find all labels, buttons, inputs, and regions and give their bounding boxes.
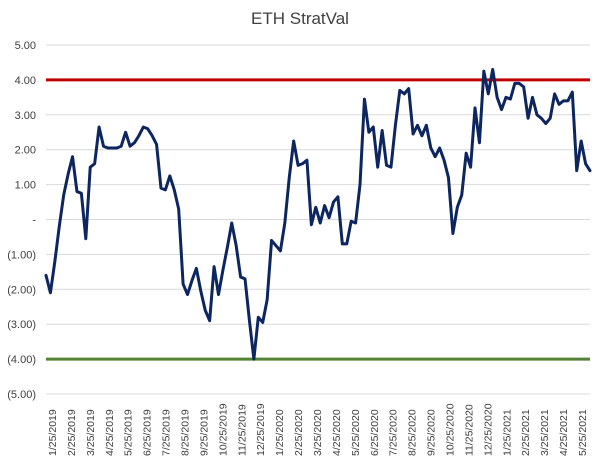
series-line bbox=[44, 67, 592, 361]
x-tick-label: 2/25/2019 bbox=[66, 409, 78, 456]
x-tick-label: 10/25/2020 bbox=[445, 403, 457, 456]
x-tick-label: 2/25/2021 bbox=[520, 409, 532, 456]
x-tick-label: 1/25/2020 bbox=[274, 409, 286, 456]
x-tick-label: 4/25/2020 bbox=[331, 409, 343, 456]
y-tick-label: 3.00 bbox=[15, 110, 36, 122]
x-tick-label: 3/25/2020 bbox=[312, 409, 324, 456]
y-tick-label: 5.00 bbox=[15, 40, 36, 52]
x-tick-label: 12/25/2019 bbox=[255, 403, 267, 456]
x-tick-label: 9/25/2019 bbox=[198, 409, 210, 456]
x-tick-label: 11/25/2020 bbox=[463, 404, 475, 456]
x-tick-label: 12/25/2020 bbox=[482, 403, 494, 456]
y-tick-label: (5.00) bbox=[7, 389, 36, 401]
reference-lines bbox=[46, 78, 590, 361]
y-tick-label: (2.00) bbox=[7, 284, 36, 296]
x-tick-label: 2/25/2020 bbox=[293, 409, 305, 456]
y-tick-label: - bbox=[32, 215, 36, 227]
x-tick-label: 7/25/2019 bbox=[161, 409, 173, 456]
y-tick-label: 1.00 bbox=[15, 180, 36, 192]
x-tick-label: 5/25/2019 bbox=[123, 409, 135, 456]
series-layer bbox=[44, 67, 592, 361]
x-tick-label: 10/25/2019 bbox=[217, 403, 229, 456]
x-tick-label: 5/25/2020 bbox=[350, 409, 362, 456]
x-tick-label: 6/25/2020 bbox=[369, 409, 381, 456]
x-tick-label: 3/25/2021 bbox=[539, 409, 551, 456]
y-tick-label: (4.00) bbox=[7, 354, 36, 366]
chart-title: ETH StratVal bbox=[251, 9, 349, 28]
y-tick-label: (1.00) bbox=[7, 249, 36, 261]
x-tick-label: 1/25/2021 bbox=[501, 409, 513, 456]
x-tick-label: 4/25/2021 bbox=[558, 409, 570, 456]
y-tick-label: (3.00) bbox=[7, 319, 36, 331]
x-tick-label: 4/25/2019 bbox=[104, 409, 116, 456]
y-tick-label: 4.00 bbox=[15, 75, 36, 87]
x-tick-label: 11/25/2019 bbox=[236, 404, 248, 456]
x-tick-label: 3/25/2019 bbox=[85, 409, 97, 456]
x-tick-label: 8/25/2020 bbox=[407, 409, 419, 456]
x-tick-label: 5/25/2021 bbox=[577, 409, 589, 456]
x-axis-ticks: 1/25/2019 2/25/2019 3/25/2019 4/25/2019 5/25… bbox=[47, 403, 589, 456]
y-axis-ticks: 5.00 4.00 3.00 2.00 1.00 - (1.00) (2.00) (3.00) (… bbox=[7, 40, 36, 401]
y-tick-label: 2.00 bbox=[15, 145, 36, 157]
x-tick-label: 8/25/2019 bbox=[180, 409, 192, 456]
x-tick-label: 7/25/2020 bbox=[388, 409, 400, 456]
x-tick-label: 9/25/2020 bbox=[426, 409, 438, 456]
x-tick-label: 6/25/2019 bbox=[142, 409, 154, 456]
x-tick-label: 1/25/2019 bbox=[47, 409, 59, 456]
